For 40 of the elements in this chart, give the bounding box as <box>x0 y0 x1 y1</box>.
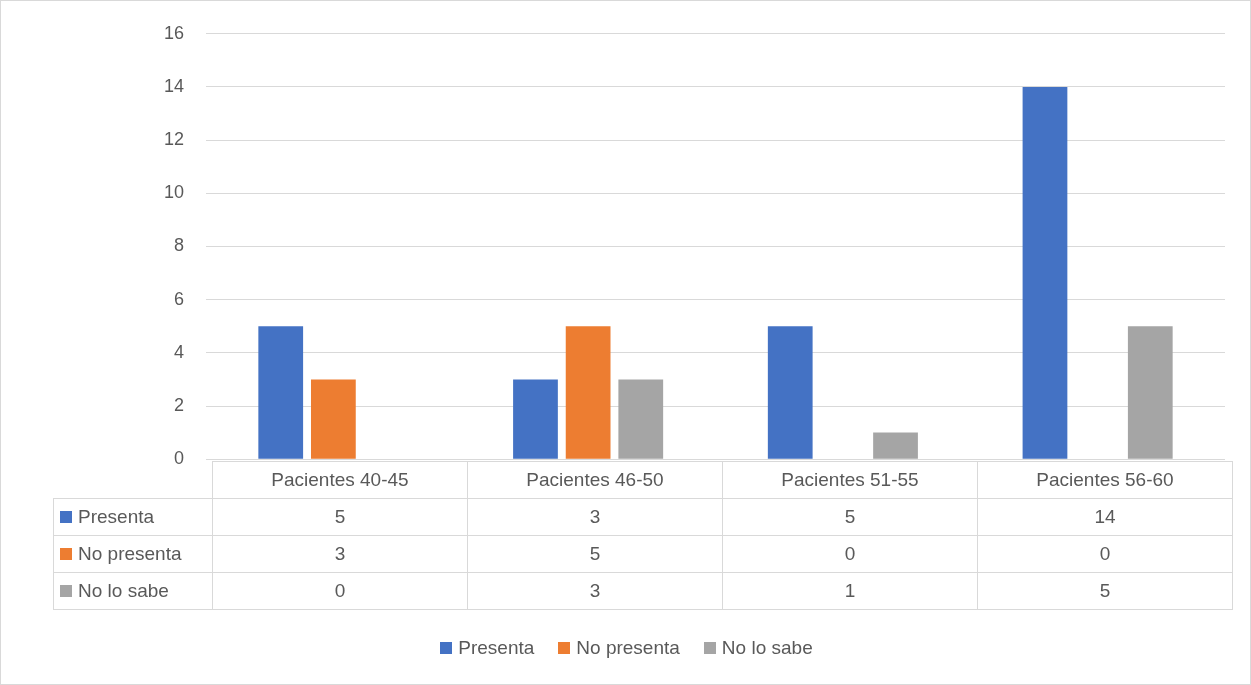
data-label: 1 <box>722 572 978 610</box>
x-tick-label: Pacientes 40-45 <box>212 461 468 499</box>
x-tick-label: Pacientes 51-55 <box>722 461 978 499</box>
bar <box>873 432 918 459</box>
data-label: 0 <box>722 535 978 573</box>
data-label: 3 <box>467 572 723 610</box>
data-label: 3 <box>467 498 723 536</box>
bar <box>311 379 356 459</box>
data-label: 0 <box>212 572 468 610</box>
bar <box>513 379 558 459</box>
bar <box>258 326 304 459</box>
data-label: 5 <box>722 498 978 536</box>
legend-label: Presenta <box>53 498 213 536</box>
bar <box>767 326 813 459</box>
data-label: 5 <box>212 498 468 536</box>
data-label: 0 <box>977 535 1233 573</box>
y-tick-label: 16 <box>163 22 184 43</box>
y-tick-label: 2 <box>173 394 184 415</box>
text: No presenta <box>576 637 680 658</box>
y-tick-label: 14 <box>163 75 184 96</box>
x-tick-label: Pacientes 46-50 <box>467 461 723 499</box>
data-label: 3 <box>212 535 468 573</box>
y-tick-label: 10 <box>163 182 184 203</box>
x-tick-label: Pacientes 56-60 <box>977 461 1233 499</box>
y-tick-label: 6 <box>173 288 184 309</box>
text: Presenta <box>458 637 535 658</box>
data-label: 5 <box>467 535 723 573</box>
text: No lo sabe <box>78 580 169 601</box>
data-label: 5 <box>977 572 1233 610</box>
legend-label: No lo sabe <box>720 637 813 658</box>
bar <box>565 326 611 459</box>
bar <box>618 379 664 459</box>
legend-label: No presenta <box>53 535 213 573</box>
y-tick-label: 12 <box>163 129 184 150</box>
y-tick-label: 0 <box>173 448 184 469</box>
data-label: 14 <box>977 498 1233 536</box>
bar <box>1022 86 1068 459</box>
y-tick-label: 4 <box>173 341 184 362</box>
y-tick-label: 8 <box>173 235 184 256</box>
bar <box>1127 326 1173 459</box>
